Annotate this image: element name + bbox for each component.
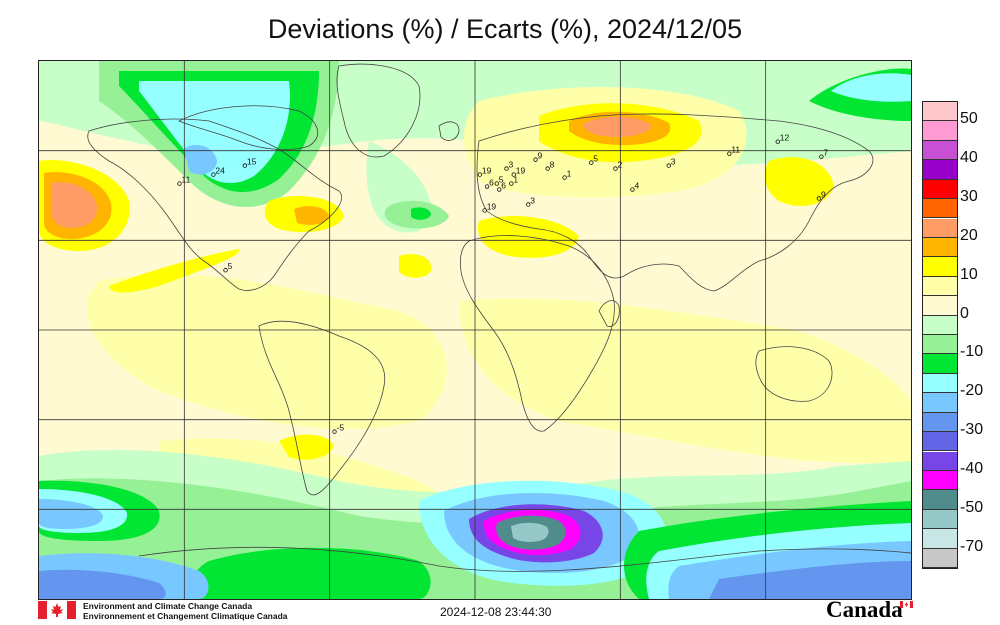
legend-label: 50: [960, 110, 978, 128]
legend-label: 40: [960, 149, 978, 167]
station-value: 19: [482, 166, 492, 176]
deviation-map: 24 15 11 5 -5 19 6 3 5 6 19 1 9 8 19 3 1 5 2 3 4 11 12 7 9: [38, 60, 912, 600]
map-title: Deviations (%) / Ecarts (%), 2024/12/05: [0, 14, 1000, 45]
station-value: 2: [617, 160, 622, 170]
station-value: 9: [538, 151, 543, 161]
legend-swatch: [923, 316, 957, 335]
legend-label: -50: [960, 499, 983, 517]
legend-swatch: [923, 257, 957, 276]
legend-swatch: [923, 238, 957, 257]
station-value: 1: [567, 169, 572, 179]
legend-swatch: [923, 199, 957, 218]
legend-swatch: [923, 335, 957, 354]
canada-flag-icon: [38, 601, 76, 619]
station-value: 12: [780, 133, 790, 143]
legend-swatch: [923, 413, 957, 432]
legend-swatch: [923, 393, 957, 412]
legend-label: 20: [960, 227, 978, 245]
legend-label: -70: [960, 538, 983, 556]
canada-wordmark: Canada: [826, 597, 903, 623]
station-value: 3: [671, 157, 676, 167]
legend-label: -30: [960, 421, 983, 439]
legend-swatch: [923, 180, 957, 199]
legend-swatch: [923, 121, 957, 140]
legend-label: 30: [960, 188, 978, 206]
legend-swatch: [923, 219, 957, 238]
station-value: 3: [508, 160, 513, 170]
legend-swatch: [923, 529, 957, 548]
legend-swatch: [923, 432, 957, 451]
legend-swatch: [923, 160, 957, 179]
legend-label: 0: [960, 305, 969, 323]
org-name-en: Environment and Climate Change Canada: [83, 601, 252, 611]
station-value: 11: [181, 175, 190, 185]
station-value: 3: [530, 195, 535, 205]
legend-swatch: [923, 141, 957, 160]
legend-swatch: [923, 374, 957, 393]
station-value: 24: [215, 166, 225, 176]
color-legend: [922, 101, 958, 569]
legend-swatch: [923, 471, 957, 490]
issue-timestamp: 2024-12-08 23:44:30: [440, 605, 551, 619]
legend-swatch: [923, 452, 957, 471]
legend-label: 10: [960, 266, 978, 284]
station-value: -5: [337, 423, 345, 433]
station-value: 8: [550, 160, 555, 170]
station-value: 6: [489, 178, 494, 188]
org-name-fr: Environnement et Changement Climatique C…: [83, 611, 288, 621]
legend-label: -20: [960, 382, 983, 400]
legend-swatch: [923, 277, 957, 296]
station-value: 9: [821, 189, 826, 199]
legend-label: -40: [960, 460, 983, 478]
station-value: 19: [487, 201, 497, 211]
legend-swatch: [923, 510, 957, 529]
station-value: 5: [593, 154, 598, 164]
station-value: 5: [228, 261, 233, 271]
legend-swatch: [923, 354, 957, 373]
station-value: 7: [823, 148, 828, 158]
station-value: 11: [731, 145, 740, 155]
legend-swatch: [923, 102, 957, 121]
station-value: 1: [513, 175, 518, 185]
wordmark-flag-icon: [900, 601, 913, 608]
legend-swatch: [923, 296, 957, 315]
station-value: 15: [247, 157, 257, 167]
legend-label: -10: [960, 343, 983, 361]
legend-swatch: [923, 490, 957, 509]
station-value: 6: [501, 181, 506, 191]
station-value: 4: [634, 181, 639, 191]
legend-swatch: [923, 549, 957, 568]
